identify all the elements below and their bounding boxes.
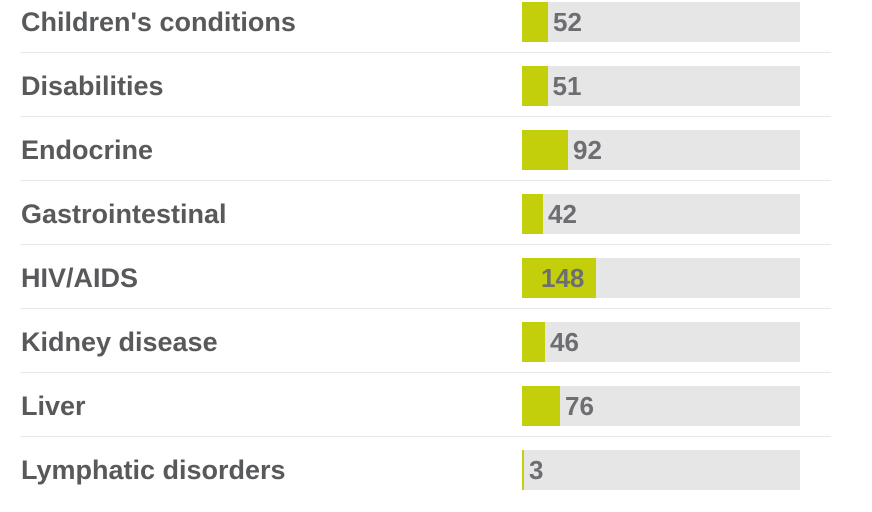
row-divider — [20, 372, 831, 373]
bar-track: 52 — [522, 2, 800, 42]
category-label: Children's conditions — [21, 7, 296, 37]
row-divider — [20, 116, 831, 117]
bar-value-label: 52 — [553, 7, 582, 37]
bar-value-label: 42 — [548, 199, 577, 229]
bar — [522, 2, 548, 42]
row-divider — [20, 180, 831, 181]
chart-row: Kidney disease 46 — [0, 320, 872, 384]
bar-track: 46 — [522, 322, 800, 362]
bar-chart: Children's conditions 52 Disabilities 51 End… — [0, 0, 872, 490]
bar-track: 148 — [522, 258, 800, 298]
bar-value-label: 46 — [550, 327, 579, 357]
category-label: Endocrine — [21, 135, 154, 165]
bar — [522, 130, 568, 170]
chart-row: HIV/AIDS 148 — [0, 256, 872, 320]
bar — [522, 258, 596, 298]
bar-track: 92 — [522, 130, 800, 170]
bar — [522, 66, 548, 106]
bar-value-label: 92 — [573, 135, 602, 165]
bar-track: 51 — [522, 66, 800, 106]
bar-value-label: 148 — [541, 263, 585, 293]
row-divider — [20, 244, 831, 245]
bar-value-label: 3 — [529, 455, 544, 485]
chart-row: Liver 76 — [0, 384, 872, 448]
chart-row: Gastrointestinal 42 — [0, 192, 872, 256]
bar-track: 42 — [522, 194, 800, 234]
category-label: HIV/AIDS — [21, 263, 139, 293]
bar-value-label: 76 — [565, 391, 594, 421]
bar-track: 76 — [522, 386, 800, 426]
bar — [522, 322, 545, 362]
row-divider — [20, 436, 831, 437]
category-label: Disabilities — [21, 71, 164, 101]
bar — [522, 386, 560, 426]
category-label: Liver — [21, 391, 86, 421]
row-divider — [20, 308, 831, 309]
bar — [522, 194, 543, 234]
chart-row: Lymphatic disorders 3 — [0, 448, 872, 512]
row-divider — [20, 52, 831, 53]
chart-row: Children's conditions 52 — [0, 0, 872, 64]
chart-row: Disabilities 51 — [0, 64, 872, 128]
bar — [522, 450, 524, 490]
bar-value-label: 51 — [552, 71, 582, 101]
chart-row: Endocrine 92 — [0, 128, 872, 192]
category-label: Lymphatic disorders — [21, 455, 286, 485]
bar-track: 3 — [522, 450, 800, 490]
category-label: Gastrointestinal — [21, 199, 227, 229]
category-label: Kidney disease — [21, 327, 218, 357]
